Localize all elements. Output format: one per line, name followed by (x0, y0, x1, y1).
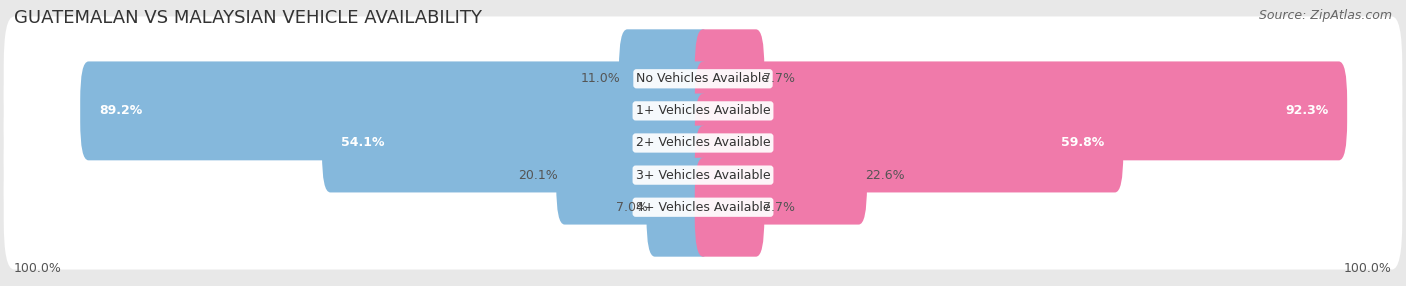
FancyBboxPatch shape (647, 158, 711, 257)
Text: 22.6%: 22.6% (866, 169, 905, 182)
Text: 54.1%: 54.1% (340, 136, 384, 150)
FancyBboxPatch shape (695, 61, 1347, 160)
Text: 1+ Vehicles Available: 1+ Vehicles Available (636, 104, 770, 117)
FancyBboxPatch shape (322, 94, 711, 192)
FancyBboxPatch shape (4, 49, 1402, 173)
Text: 11.0%: 11.0% (581, 72, 620, 85)
Text: 100.0%: 100.0% (14, 262, 62, 275)
Text: 7.7%: 7.7% (763, 72, 794, 85)
Text: 7.7%: 7.7% (763, 201, 794, 214)
FancyBboxPatch shape (695, 126, 868, 225)
Text: 4+ Vehicles Available: 4+ Vehicles Available (636, 201, 770, 214)
Text: No Vehicles Available: No Vehicles Available (637, 72, 769, 85)
Text: 59.8%: 59.8% (1062, 136, 1105, 150)
FancyBboxPatch shape (4, 81, 1402, 205)
FancyBboxPatch shape (4, 145, 1402, 269)
Text: 100.0%: 100.0% (1344, 262, 1392, 275)
FancyBboxPatch shape (695, 94, 1123, 192)
Text: 3+ Vehicles Available: 3+ Vehicles Available (636, 169, 770, 182)
FancyBboxPatch shape (80, 61, 711, 160)
Text: GUATEMALAN VS MALAYSIAN VEHICLE AVAILABILITY: GUATEMALAN VS MALAYSIAN VEHICLE AVAILABI… (14, 9, 482, 27)
Text: 7.0%: 7.0% (616, 201, 648, 214)
FancyBboxPatch shape (557, 126, 711, 225)
Text: 92.3%: 92.3% (1285, 104, 1329, 117)
FancyBboxPatch shape (4, 113, 1402, 237)
Text: Source: ZipAtlas.com: Source: ZipAtlas.com (1258, 9, 1392, 21)
FancyBboxPatch shape (695, 158, 765, 257)
Text: 2+ Vehicles Available: 2+ Vehicles Available (636, 136, 770, 150)
Text: 20.1%: 20.1% (517, 169, 558, 182)
FancyBboxPatch shape (4, 17, 1402, 141)
Text: 89.2%: 89.2% (98, 104, 142, 117)
FancyBboxPatch shape (619, 29, 711, 128)
FancyBboxPatch shape (695, 29, 765, 128)
